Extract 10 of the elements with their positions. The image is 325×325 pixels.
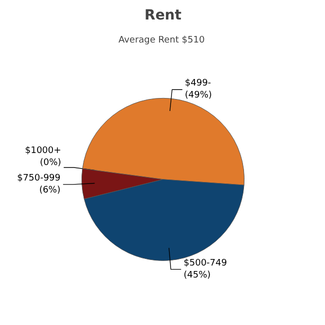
slice-label: $500-749 bbox=[184, 258, 228, 268]
data-label: (49%) bbox=[184, 90, 212, 101]
chart-title: Rent bbox=[144, 8, 182, 24]
text: (0%) bbox=[40, 158, 62, 168]
data-label: (6%) bbox=[39, 185, 61, 196]
data-label: (45%) bbox=[184, 270, 211, 280]
category-label: $1000+ bbox=[24, 146, 62, 156]
chart-subtitle: Average Rent $510 bbox=[118, 36, 205, 46]
slice-label: $499- bbox=[184, 78, 212, 89]
slice-label: $750-999 bbox=[17, 173, 61, 184]
